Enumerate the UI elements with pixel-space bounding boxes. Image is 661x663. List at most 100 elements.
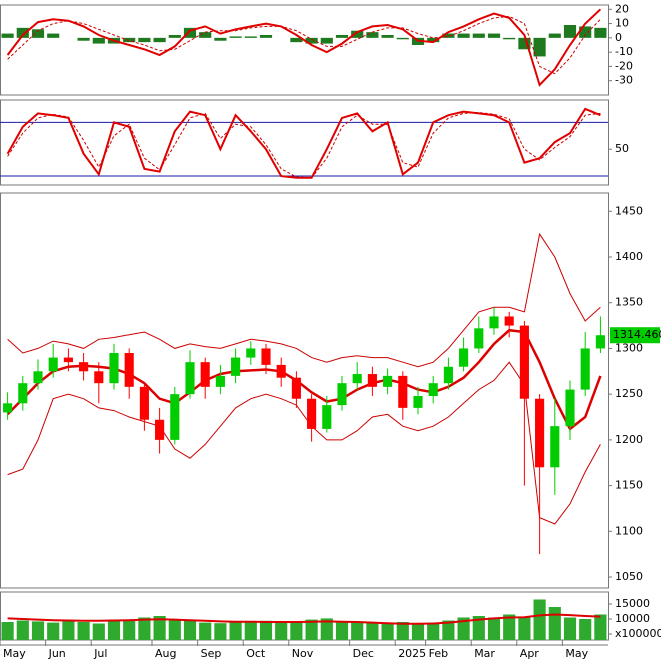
y-tick-label: 1050 [615, 570, 643, 583]
candle-body [580, 348, 590, 390]
volume-bar [31, 621, 45, 640]
candle-body [595, 335, 605, 349]
candle-body [155, 419, 165, 440]
histogram-bar [77, 37, 90, 41]
histogram-bar [183, 27, 197, 38]
volume-bar [214, 623, 227, 640]
histogram-bar [396, 37, 409, 40]
indicator-line [6, 8, 602, 87]
candle-body [474, 328, 484, 349]
volume-bar [563, 617, 577, 640]
histogram-bar [305, 37, 318, 44]
volume-bar [487, 617, 501, 640]
volume-bar [351, 622, 364, 640]
volume-bar [229, 621, 242, 640]
candle-body [413, 395, 423, 408]
last-price-label: 1314.460 [613, 328, 661, 341]
histogram-bar [290, 37, 303, 43]
candle-body [459, 348, 469, 367]
volume-bar [183, 620, 197, 640]
panel-frame [0, 4, 609, 96]
candle-body [79, 362, 89, 372]
volume-bar [244, 622, 257, 640]
x-tick-label: Jul [93, 647, 107, 660]
histogram-bar [427, 37, 440, 43]
histogram-bar [320, 37, 333, 44]
volume-bar [16, 620, 29, 640]
candle-body [200, 362, 210, 387]
x-tick-label: Mar [474, 647, 495, 660]
histogram-bar [168, 35, 181, 38]
histogram-bar [123, 37, 136, 43]
volume-bar [518, 616, 531, 640]
volume-bar [320, 618, 333, 640]
x-tick-label: Nov [292, 647, 314, 660]
candle-body [504, 316, 514, 326]
histogram-bar [487, 33, 501, 38]
volume-bar [472, 616, 485, 640]
histogram-bar [229, 36, 242, 38]
y-tick-label: 15000 [615, 597, 650, 610]
histogram-bar [457, 33, 470, 38]
candle-body [565, 389, 575, 427]
x-tick-label: Dec [353, 647, 374, 660]
last-price-box [610, 327, 660, 344]
histogram-bar [153, 37, 166, 43]
candle-body [550, 426, 560, 468]
x-tick-label: May [565, 647, 588, 660]
candle-body [535, 398, 545, 468]
histogram-bar [259, 35, 273, 38]
volume-bar [259, 620, 273, 640]
histogram-bar [503, 37, 516, 40]
x-tick-label: Aug [155, 647, 176, 660]
y-tick-label: 1100 [615, 524, 643, 537]
volume-bar [153, 616, 166, 640]
candle-body [33, 371, 43, 384]
candle-body [383, 375, 393, 387]
candle-body [48, 357, 58, 372]
volume-bar [427, 622, 440, 640]
histogram-bar [47, 33, 60, 38]
y-tick-label: 10000 [615, 612, 650, 625]
overlay-line [7, 232, 601, 368]
volume-bar [366, 622, 379, 640]
y-tick-label: 1250 [615, 387, 643, 400]
candle-body [367, 374, 377, 387]
y-tick-label: 50 [615, 142, 629, 155]
candle-body [276, 364, 286, 378]
volume-bar [199, 622, 212, 640]
volume-bar [503, 614, 516, 640]
volume-bar [457, 617, 470, 640]
histogram-bar [16, 27, 29, 38]
candle-body [124, 353, 134, 387]
y-tick-label: 0 [615, 31, 622, 44]
volume-bar [548, 607, 561, 640]
histogram-bar [351, 30, 364, 38]
volume-bar [77, 622, 90, 640]
y-tick-label: 1150 [615, 479, 643, 492]
candle-body [322, 405, 332, 429]
candle-body [94, 371, 104, 384]
volume-bar [92, 623, 105, 640]
histogram-bar [199, 32, 212, 38]
y-tick-label: 1350 [615, 296, 643, 309]
candle-body [337, 383, 347, 406]
candle-body [215, 375, 225, 387]
x-tick-label: 2025 [398, 647, 426, 660]
x-tick-label: Sep [201, 647, 222, 660]
candle-body [261, 348, 271, 365]
histogram-bar [594, 27, 607, 38]
candle-body [307, 398, 317, 429]
volume-bar [381, 623, 394, 640]
candle-body [139, 386, 149, 420]
histogram-bar [138, 37, 151, 43]
candle-body [18, 383, 28, 404]
candle-body [428, 383, 438, 396]
y-tick-label: x100000 [615, 627, 661, 640]
indicator-line [7, 15, 601, 75]
x-tick-label: Feb [429, 647, 448, 660]
histogram-bar [472, 33, 485, 38]
volume-bar [47, 622, 60, 640]
candle-body [246, 348, 256, 358]
